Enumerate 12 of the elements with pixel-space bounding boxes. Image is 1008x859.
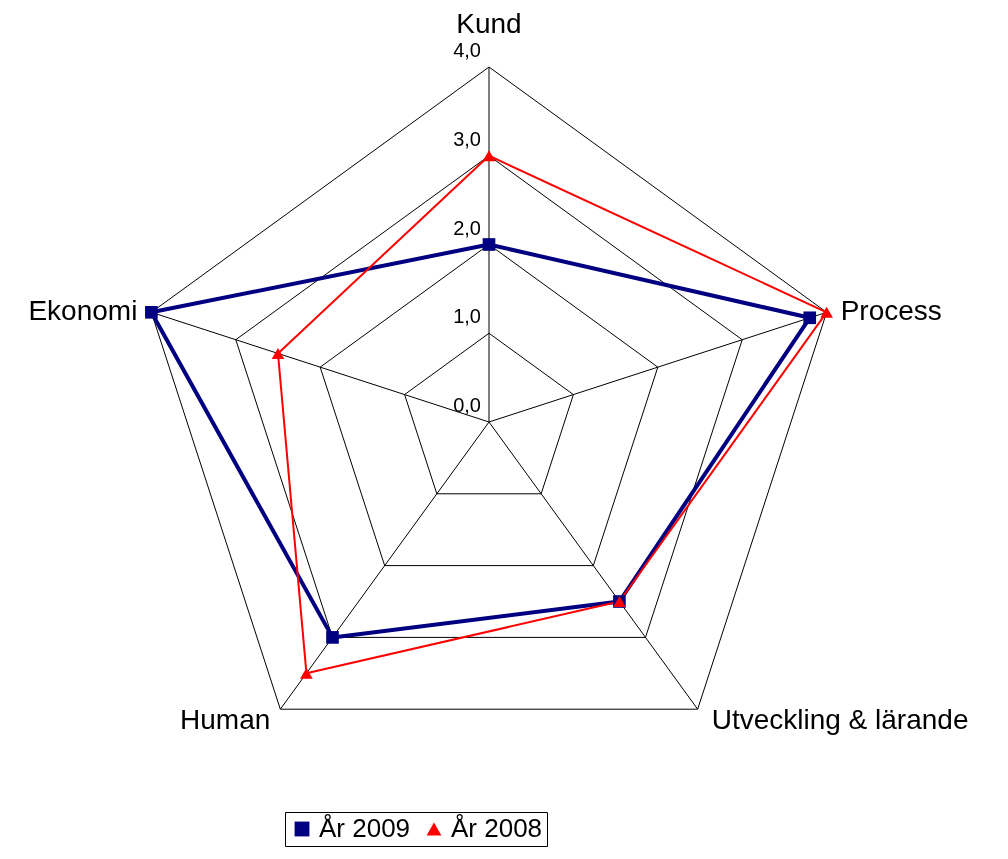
y-tick-label: 0,0	[453, 394, 481, 416]
y-tick-label: 1,0	[453, 305, 481, 328]
legend-label: År 2008	[451, 813, 543, 843]
legend-label: År 2009	[319, 813, 411, 843]
spoke-label: Process	[840, 295, 942, 327]
spoke-label: Kund	[456, 8, 522, 39]
y-tick-label: 3,0	[453, 127, 481, 150]
y-tick-label: 2,0	[453, 216, 481, 239]
spoke-label: Utveckling & lärande	[711, 704, 969, 736]
spoke-label: Human	[180, 704, 271, 736]
y-tick-label: 4,0	[453, 39, 481, 61]
spoke-label: Ekonomi	[28, 295, 138, 327]
